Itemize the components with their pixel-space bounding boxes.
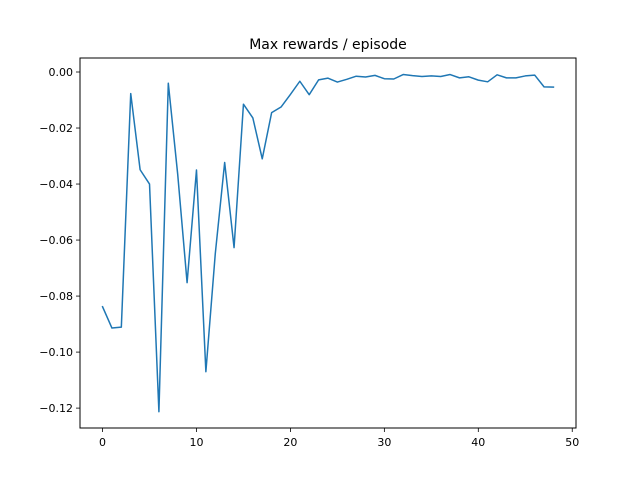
x-tick-label: 0: [99, 436, 106, 449]
series-line-0: [101, 73, 555, 413]
y-tick-label: −0.08: [39, 290, 73, 303]
chart-title: Max rewards / episode: [249, 37, 407, 53]
y-tick-label: −0.02: [39, 122, 73, 135]
x-axis: 0 10 20 30 40 50: [99, 428, 579, 449]
y-tick-label: −0.06: [39, 234, 73, 247]
x-tick-label: 50: [565, 436, 579, 449]
y-tick-label: −0.12: [39, 402, 73, 415]
y-tick-label: −0.10: [39, 346, 73, 359]
x-tick-label: 40: [471, 436, 485, 449]
axes-frame: [79, 57, 577, 429]
x-tick-label: 30: [377, 436, 391, 449]
y-tick-label: −0.04: [39, 178, 73, 191]
y-axis: 0.00 −0.02 −0.04 −0.06 −0.08 −0.10 −0.12: [39, 66, 80, 415]
x-tick-label: 10: [189, 436, 203, 449]
plot-area: [101, 73, 555, 413]
y-tick-label: 0.00: [49, 66, 74, 79]
x-tick-label: 20: [283, 436, 297, 449]
